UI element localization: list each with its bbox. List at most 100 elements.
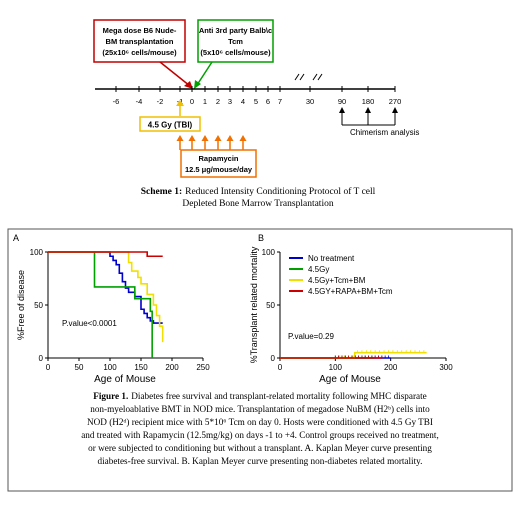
caption-line-1: Figure 1. Diabetes free survival and tran… xyxy=(93,391,427,401)
scheme-caption-prefix: Scheme 1: xyxy=(141,187,182,197)
axis-break-1 xyxy=(294,73,300,81)
panel-b-letter: B xyxy=(258,233,264,243)
caption-line-5: or were subjected to conditioning but wi… xyxy=(88,443,432,453)
b-legend: No treatment 4.5Gy 4.5Gy+Tcm+BM 4.5GY+RAPA+… xyxy=(289,254,393,296)
timeline-label: 7 xyxy=(278,97,282,106)
scheme-caption-text: Reduced Intensity Conditioning Protocol … xyxy=(185,186,376,197)
x-tick-label: 100 xyxy=(103,363,117,372)
panel-a: A 0 50 100 150 200 250 0 50 100 %Free of disease… xyxy=(13,233,210,385)
rapamycin-arrows xyxy=(176,135,247,150)
x-tick-label: 50 xyxy=(75,363,84,372)
timeline-label: 1 xyxy=(203,97,207,106)
x-tick-label: 200 xyxy=(165,363,179,372)
x-tick-label: 250 xyxy=(196,363,210,372)
y-tick-label: 50 xyxy=(34,301,43,310)
series-gy45_rapa_bm_tcm xyxy=(48,251,163,258)
megadose-box xyxy=(93,19,186,63)
caption-line-4: and treated with Rapamycin (12.5mg/kg) o… xyxy=(81,430,439,440)
legend-label-gy45_rapa_bm_tcm: 4.5GY+RAPA+BM+Tcm xyxy=(308,287,393,296)
timeline-label: -2 xyxy=(157,97,164,106)
timeline-label: 270 xyxy=(389,97,402,106)
timeline-label: 4 xyxy=(241,97,245,106)
megadose-arrow xyxy=(159,61,191,87)
axis-break-2 xyxy=(299,73,305,81)
series-gy45 xyxy=(48,251,153,358)
x-tick-label: 0 xyxy=(46,363,51,372)
megadose-line2: BM transplantation xyxy=(106,37,174,46)
a-y-label: %Free of disease xyxy=(16,270,26,340)
b-series xyxy=(280,350,427,359)
y-tick-label: 50 xyxy=(266,301,275,310)
series-no_treatment xyxy=(48,251,163,324)
scheme-diagram: Mega dose B6 Nude- BM transplantation (2… xyxy=(93,19,419,209)
chimerism-arrow-head xyxy=(365,107,371,113)
timeline-ticks: -6-4-2-1012345673090180270 xyxy=(113,86,402,106)
panel-b: B 0 100 200 300 0 50 100 %Transplant related m… xyxy=(249,233,453,385)
chimerism-arrows xyxy=(339,107,398,125)
timeline-label: 6 xyxy=(266,97,270,106)
a-pvalue: P.value<0.0001 xyxy=(62,319,117,328)
y-tick-label: 100 xyxy=(30,248,44,257)
timeline-label: -4 xyxy=(136,97,143,106)
anti-line1: Anti 3rd party Balb\c xyxy=(199,26,272,35)
legend-label-gy45_tcm_bm: 4.5Gy+Tcm+BM xyxy=(308,276,366,285)
caption-line1-text: Diabetes free survival and transplant-re… xyxy=(131,391,426,401)
rapamycin-arrow-head xyxy=(201,135,209,141)
megadose-arrowhead xyxy=(184,81,193,89)
y-tick-label: 0 xyxy=(271,354,276,363)
rapamycin-arrow-head xyxy=(214,135,222,141)
series-gy45_tcm_bm xyxy=(48,251,164,343)
rapamycin-dose: 12.5 μg/mouse/day xyxy=(185,165,253,174)
tbi-arrowhead xyxy=(176,100,184,106)
anti-line2: Tcm xyxy=(228,37,243,46)
anti-arrow xyxy=(196,61,213,86)
timeline-label: 30 xyxy=(306,97,314,106)
chimerism-arrow-head xyxy=(339,107,345,113)
tbi-box xyxy=(139,116,201,132)
tbi-label: 4.5 Gy (TBI) xyxy=(148,121,193,130)
x-tick-label: 0 xyxy=(278,363,283,372)
x-tick-label: 200 xyxy=(384,363,398,372)
panel-a-letter: A xyxy=(13,233,19,243)
scheme-caption-line1: Scheme 1: Reduced Intensity Conditioning … xyxy=(141,186,376,197)
anti-line3: (5x10⁶ cells/mouse) xyxy=(200,48,271,57)
rapamycin-box xyxy=(180,149,257,178)
rapamycin-arrow-head xyxy=(226,135,234,141)
legend-label-no_treatment: No treatment xyxy=(308,254,355,263)
a-series xyxy=(48,251,164,358)
legend-label-gy45: 4.5Gy xyxy=(308,265,329,274)
timeline-label: 3 xyxy=(228,97,232,106)
timeline-label: 180 xyxy=(362,97,375,106)
megadose-line1: Mega dose B6 Nude- xyxy=(103,26,177,35)
scheme-caption-line2: Depleted Bone Marrow Transplantation xyxy=(182,199,333,209)
axis-break-3 xyxy=(312,73,318,81)
a-x-label: Age of Mouse xyxy=(94,374,156,385)
y-tick-label: 100 xyxy=(262,248,276,257)
rapamycin-arrow-head xyxy=(188,135,196,141)
x-tick-label: 150 xyxy=(134,363,148,372)
rapamycin-label: Rapamycin xyxy=(198,154,238,163)
figure1-caption: Figure 1. Diabetes free survival and tran… xyxy=(81,391,439,466)
timeline-label: 90 xyxy=(338,97,346,106)
x-tick-label: 100 xyxy=(329,363,343,372)
axis-break-4 xyxy=(317,73,323,81)
b-ticks: 0 100 200 300 0 50 100 xyxy=(262,248,454,372)
megadose-line3: (25x10⁶ cells/mouse) xyxy=(102,48,177,57)
caption-prefix: Figure 1. xyxy=(93,391,128,401)
timeline-label: -6 xyxy=(113,97,120,106)
a-ticks: 0 50 100 150 200 250 0 50 100 xyxy=(30,248,211,372)
timeline-label: 5 xyxy=(254,97,258,106)
caption-line-6: diabetes-free survival. B. Kaplan Meyer … xyxy=(98,456,423,466)
caption-line-3: NOD (H2ᵈ) recipient mice with 5*10⁶ Tcm … xyxy=(87,417,433,427)
anti-arrowhead xyxy=(194,80,201,89)
x-tick-label: 300 xyxy=(439,363,453,372)
rapamycin-arrow-head xyxy=(239,135,247,141)
timeline-label: 2 xyxy=(216,97,220,106)
chimerism-arrow-head xyxy=(392,107,398,113)
figure1-border xyxy=(7,228,513,492)
b-pvalue: P.value=0.29 xyxy=(288,332,334,341)
b-y-label: %Transplant related mortality xyxy=(249,246,259,363)
timeline-label: 0 xyxy=(190,97,194,106)
